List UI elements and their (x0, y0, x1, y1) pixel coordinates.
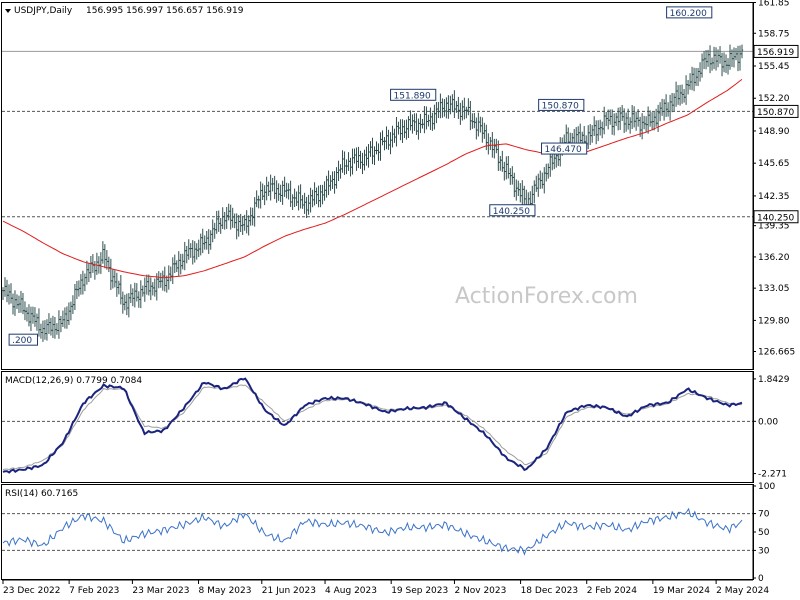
level-tag-box (753, 104, 799, 118)
price-axis: 161.85 158.75 155.45 152.20 148.90 145.65 142.… (752, 0, 799, 370)
rsi-tick-label: 100 (758, 482, 775, 492)
price-tick-label: 148.90 (758, 127, 790, 137)
macd-tick-label: 0.00 (758, 417, 778, 427)
macd-lines (2, 377, 743, 474)
time-tick-label: 2 Nov 2023 (454, 586, 506, 596)
current-price-tag-label: 156.919 (757, 48, 794, 58)
time-tick-label: 19 Sep 2023 (391, 586, 448, 596)
symbol-header: USDJPY,Daily (14, 6, 73, 16)
time-tick-label: 23 Mar 2023 (132, 586, 189, 596)
price-tick-label: 155.45 (758, 62, 790, 72)
macd-line (2, 377, 743, 474)
time-tick-label: 21 Jun 2023 (262, 586, 316, 596)
annotation-box (390, 88, 437, 101)
time-axis: 23 Dec 2022 7 Feb 2023 23 Mar 2023 8 May 20… (2, 579, 769, 596)
price-tick-label: 126.665 (758, 347, 795, 357)
rsi-tick-label: 50 (758, 528, 770, 538)
macd-tick-label: -2.271 (758, 470, 787, 480)
current-price-tag-box (753, 44, 799, 58)
level-tag-label: 140.250 (757, 213, 794, 223)
price-tick-label: 145.65 (758, 159, 790, 169)
macd-tick-label: 1.8429 (758, 375, 790, 385)
moving-average-line (2, 78, 743, 279)
annotation-label: 146.470 (545, 145, 582, 155)
time-tick-label: 18 Dec 2023 (521, 586, 579, 596)
annotation-box (538, 98, 585, 111)
triangle-down-icon[interactable] (5, 9, 11, 13)
price-tick-label: 152.20 (758, 94, 790, 104)
time-tick-label: 2 May 2024 (716, 586, 769, 596)
annotation-box (666, 6, 713, 19)
level-tag-label: 150.870 (757, 108, 794, 118)
time-tick-label: 2 Feb 2024 (587, 586, 638, 596)
annotation-label: .200 (12, 336, 32, 346)
price-tick-label: 142.35 (758, 192, 790, 202)
annotation-box (541, 142, 588, 155)
rsi-levels (2, 513, 753, 551)
price-bars (1, 44, 744, 342)
watermark: ActionForex.com (455, 284, 638, 309)
rsi-tick-label: 70 (758, 510, 770, 520)
annotation-label: 140.250 (493, 207, 530, 217)
rsi-panel-border (1, 484, 754, 580)
annotation-box (8, 333, 39, 346)
price-annotations: 160.200 151.890 150.870 146.470 140.250 .200 (8, 6, 713, 346)
macd-signal-line (2, 384, 742, 471)
annotation-box (489, 204, 536, 217)
macd-panel: MACD(12,26,9) 0.7799 0.7084 1.8429 0.00 -2… (1, 371, 790, 483)
price-tick-label: 129.80 (758, 316, 790, 326)
time-tick-label: 23 Dec 2022 (3, 586, 61, 596)
rsi-line (2, 507, 743, 556)
macd-header: MACD(12,26,9) 0.7799 0.7084 (5, 376, 142, 386)
level-tag-box (753, 210, 799, 224)
symbol-dropdown[interactable] (5, 9, 11, 13)
time-tick-label: 19 Mar 2024 (653, 586, 710, 596)
time-tick-label: 7 Feb 2023 (69, 586, 119, 596)
price-tick-label: 139.35 (758, 222, 790, 232)
rsi-axis: 100 70 50 30 0 (752, 482, 775, 584)
rsi-lines (2, 507, 743, 556)
price-panel-border (1, 2, 754, 370)
time-tick-label: 8 May 2023 (199, 586, 252, 596)
price-tick-label: 158.75 (758, 29, 790, 39)
macd-axis: 1.8429 0.00 -2.271 (752, 371, 790, 483)
price-tick-label: 133.05 (758, 284, 790, 294)
rsi-header: RSI(14) 60.7165 (5, 489, 78, 499)
annotation-label: 151.890 (394, 91, 431, 101)
price-panel: USDJPY,Daily 156.995 156.997 156.657 156… (1, 0, 799, 370)
rsi-panel: RSI(14) 60.7165 100 70 50 30 0 (1, 482, 775, 584)
ohlc-header: 156.995 156.997 156.657 156.919 (86, 6, 244, 16)
annotation-label: 160.200 (670, 9, 707, 19)
annotation-label: 150.870 (542, 101, 579, 111)
rsi-tick-label: 30 (758, 546, 770, 556)
price-tick-label: 136.20 (758, 253, 790, 263)
price-tick-label: 161.85 (758, 0, 790, 9)
time-tick-label: 4 Aug 2023 (325, 586, 377, 596)
rsi-tick-label: 0 (758, 574, 764, 584)
